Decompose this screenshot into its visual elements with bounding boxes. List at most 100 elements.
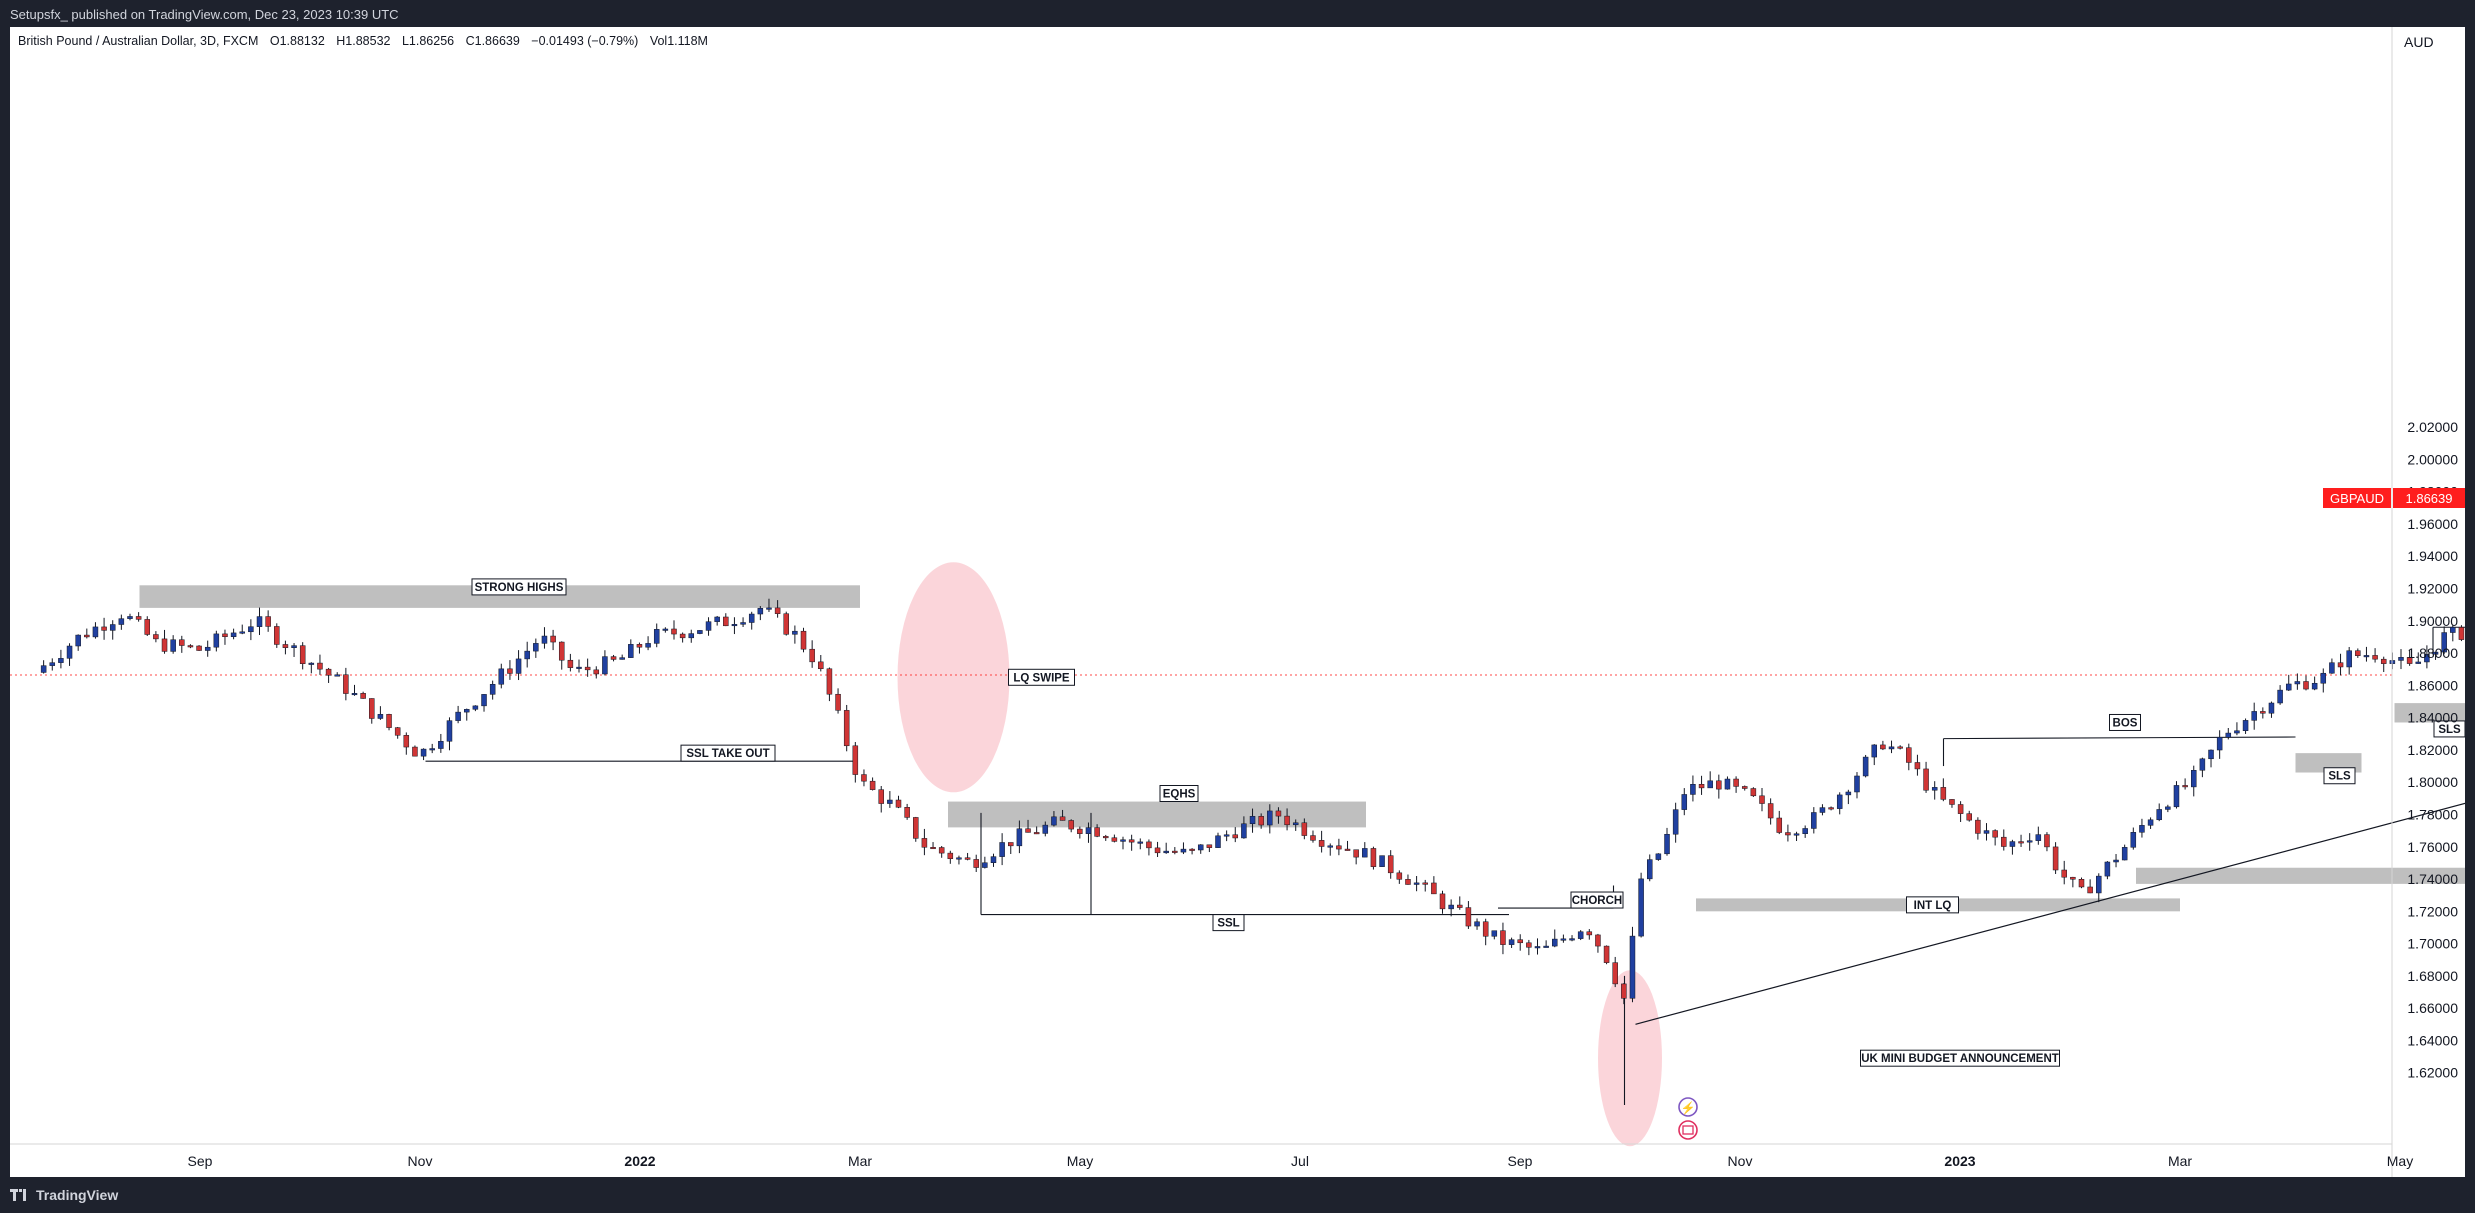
candlestick-chart[interactable]: STRONG HIGHS LQ SWIPE SSL TAKE OUT EQHS SSL C… xyxy=(10,27,2465,1177)
footer-bar: TradingView xyxy=(0,1177,2475,1213)
y-tick-label: 1.68000 xyxy=(2407,968,2458,984)
y-tick-label: 1.62000 xyxy=(2407,1065,2458,1081)
y-tick-label: 1.96000 xyxy=(2407,516,2458,532)
liquidity-sweep-ellipse xyxy=(1598,970,1662,1147)
open-value: O1.88132 xyxy=(270,34,325,48)
tradingview-logo-icon xyxy=(10,1189,30,1201)
candle-body xyxy=(1051,816,1057,826)
candle-body xyxy=(1508,939,1515,945)
candle-body xyxy=(1102,836,1109,839)
chart-legend: British Pound / Australian Dollar, 3D, F… xyxy=(18,34,708,48)
candle-body xyxy=(662,628,669,631)
candle-body xyxy=(1577,931,1584,939)
candle-body xyxy=(1664,833,1670,855)
zone-box xyxy=(139,585,860,608)
y-tick-label: 1.86000 xyxy=(2407,677,2458,693)
candle-body xyxy=(593,669,600,675)
candle-body xyxy=(1526,942,1532,948)
candle-body xyxy=(1387,855,1394,874)
candle-body xyxy=(645,643,651,648)
tradingview-logo[interactable]: TradingView xyxy=(10,1187,118,1203)
candle-body xyxy=(1629,935,1636,999)
candle-body xyxy=(1396,872,1403,880)
annotation-box xyxy=(1212,914,1245,932)
zone-annotation: BOS xyxy=(2113,717,2138,729)
candle-body xyxy=(1681,794,1688,810)
candle-body xyxy=(239,631,245,634)
candle-body xyxy=(2096,875,2102,894)
annotation-box xyxy=(471,578,567,596)
economic-event-icon[interactable] xyxy=(1678,1120,1698,1140)
candle-body xyxy=(1362,848,1368,858)
candle-body xyxy=(1690,784,1696,795)
candle-body xyxy=(1189,848,1195,851)
candle-body xyxy=(2363,655,2370,658)
candle-body xyxy=(610,656,617,660)
annotation-box xyxy=(1159,784,1199,802)
candle-body xyxy=(1966,813,1972,821)
candle-body xyxy=(861,774,867,782)
lightning-icon[interactable] xyxy=(1678,1097,1698,1117)
candle-body xyxy=(403,735,410,748)
candle-body xyxy=(2018,841,2024,844)
candle-body xyxy=(818,661,824,670)
y-tick-label: 1.70000 xyxy=(2407,936,2458,952)
candle-body xyxy=(274,626,280,645)
candle-body xyxy=(1914,762,1921,770)
candle-body xyxy=(2372,655,2378,660)
chart-frame[interactable]: STRONG HIGHS LQ SWIPE SSL TAKE OUT EQHS SSL C… xyxy=(10,27,2465,1177)
candle-body xyxy=(1906,747,1912,763)
candle-body xyxy=(973,859,979,868)
candle-body xyxy=(938,847,945,854)
candle-body xyxy=(2044,834,2050,848)
candle-body xyxy=(1448,904,1454,910)
candle-body xyxy=(636,644,643,648)
candle-body xyxy=(464,709,470,713)
candle-body xyxy=(2242,720,2249,731)
candle-body xyxy=(671,628,677,635)
symbol-tag: GBPAUD xyxy=(2330,491,2384,506)
candle-body xyxy=(964,857,971,860)
candle-body xyxy=(1275,810,1282,817)
candle-body xyxy=(1897,746,1903,749)
zone-annotation: LQ SWIPE xyxy=(1013,672,1070,684)
y-tick-label: 1.76000 xyxy=(2407,839,2458,855)
candle-body xyxy=(377,714,384,719)
candle-body xyxy=(1923,768,1929,791)
candle-body xyxy=(1534,946,1541,949)
candle-body xyxy=(109,624,116,631)
candle-body xyxy=(1785,832,1791,836)
x-tick-label: Sep xyxy=(188,1153,213,1169)
candle-body xyxy=(2432,651,2439,655)
annotation-box xyxy=(680,744,776,762)
candle-body xyxy=(2458,627,2465,640)
candle-body xyxy=(2268,702,2275,714)
candle-body xyxy=(2052,846,2059,871)
candle-body xyxy=(2191,770,2197,788)
candle-body xyxy=(1983,830,1990,834)
candle-body xyxy=(1595,934,1601,947)
candle-body xyxy=(1517,939,1523,944)
candle-body xyxy=(420,748,427,757)
candle-body xyxy=(1491,930,1498,937)
candle-body xyxy=(1871,744,1878,758)
y-tick-label: 1.80000 xyxy=(2407,774,2458,790)
candle-body xyxy=(179,639,185,646)
candle-body xyxy=(1949,799,1955,805)
candle-body xyxy=(2061,869,2067,878)
candle-body xyxy=(196,645,202,651)
zone-annotation: SSL TAKE OUT xyxy=(686,748,769,760)
candle-body xyxy=(489,684,496,695)
candle-body xyxy=(558,641,565,661)
candle-body xyxy=(299,645,306,664)
y-tick-label: 1.74000 xyxy=(2407,871,2458,887)
annotation-box xyxy=(1008,668,1075,686)
candle-body xyxy=(1888,746,1895,750)
candle-body xyxy=(524,650,530,660)
candle-body xyxy=(1646,859,1653,880)
candle-body xyxy=(2346,650,2352,668)
symbol-tag-bg xyxy=(2323,488,2391,508)
candle-body xyxy=(1068,820,1074,830)
y-tick-label: 1.78000 xyxy=(2407,806,2458,822)
price-tag: 1.86639 xyxy=(2406,491,2453,506)
